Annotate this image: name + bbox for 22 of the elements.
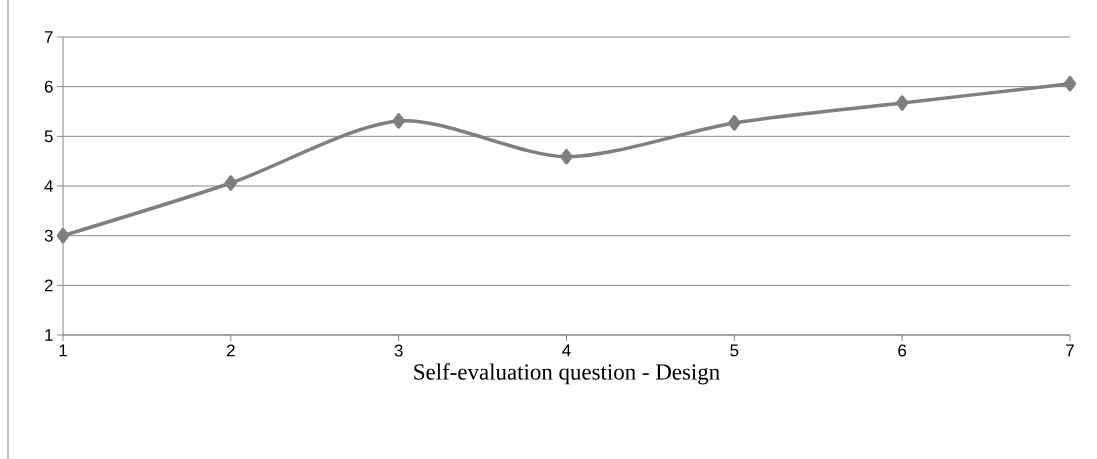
x-axis-title: Self-evaluation question - Design (414, 363, 720, 385)
point (224, 175, 238, 191)
x-tick-label: 6 (898, 344, 907, 357)
point (560, 148, 573, 165)
x-tick-label: 2 (226, 344, 235, 357)
y-tick-label: 2 (44, 279, 53, 292)
point (56, 227, 70, 244)
point (728, 115, 741, 131)
y-tick-label: 7 (44, 31, 53, 43)
point (1063, 75, 1077, 92)
y-tick-label: 5 (44, 130, 53, 143)
y-tick-label: 3 (44, 229, 53, 242)
x-tick-label: 7 (1066, 344, 1074, 357)
y-tick-label: 1 (45, 329, 53, 341)
point (895, 95, 909, 111)
x-tick-label: 4 (562, 344, 571, 357)
x-tick-label: 1 (59, 344, 67, 357)
y-tick-label: 4 (44, 180, 53, 192)
x-tick-label: 5 (730, 344, 739, 357)
point (392, 113, 405, 129)
y-tick-label: 6 (44, 80, 53, 93)
x-tick-label: 3 (394, 344, 403, 357)
